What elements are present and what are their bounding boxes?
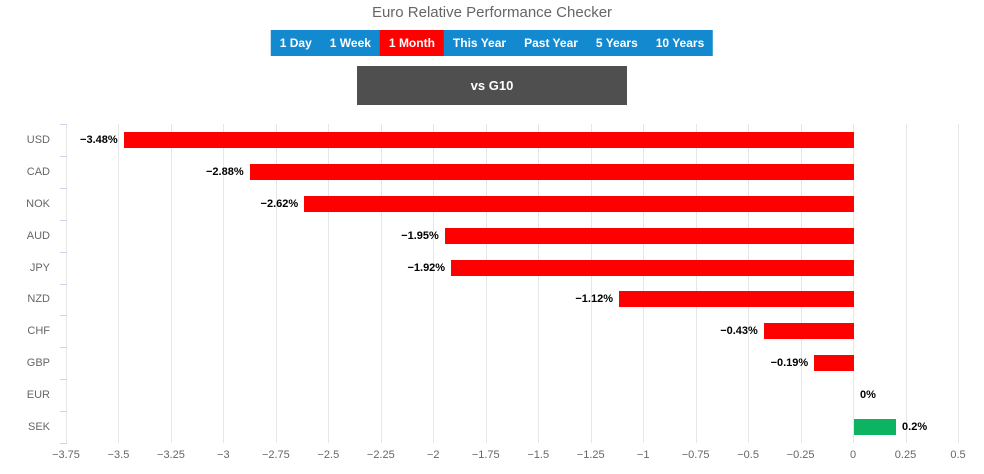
x-axis-tick-label: −0.25 [786,449,815,461]
y-axis-tick [60,220,67,221]
x-gridline [380,124,382,443]
y-axis-category-label: SEK [27,421,50,434]
x-gridline [905,124,907,443]
y-axis-tick [60,443,67,444]
x-axis-tick-label: −3.75 [52,449,80,461]
x-gridline [958,124,959,443]
bar-value-label: −2.88% [205,165,244,178]
y-axis-category-label: JPY [29,261,50,274]
y-axis-category-label: NOK [26,197,50,210]
x-gridline [170,124,172,443]
y-axis-tick [60,411,67,412]
x-gridline [223,124,225,443]
x-axis-tick-label: 0.25 [894,449,917,461]
y-axis-category-label: GBP [26,357,50,370]
bar-cad[interactable] [249,163,855,180]
y-axis-category-labels: USD CAD NOK AUD JPY NZD CHF GBP EUR SEK [0,124,50,443]
x-axis-tick-label: −3 [217,449,230,461]
tab-past-year[interactable]: Past Year [524,36,578,50]
bar-value-label: −1.12% [575,293,613,306]
bar-value-label: −0.43% [720,325,758,338]
x-axis-tick-label: −3.25 [157,449,185,461]
x-gridline [748,124,750,443]
x-axis-tick-label: −1.5 [527,449,550,461]
tab-1-week[interactable]: 1 Week [329,36,371,50]
x-axis-labels: −3.75 −3.5 −3.25 −3 −2.75 −2.5 −2.25 −2 −1.75 −1.… [52,449,966,465]
y-axis-category-label: USD [26,133,50,146]
y-axis-tick [60,188,67,189]
x-axis-tick-label: −2.75 [261,449,290,461]
x-axis-tick-label: −0.5 [737,449,759,461]
bar-nok[interactable] [304,195,855,212]
x-axis-tick-label: −2.25 [366,449,395,461]
x-gridline [433,124,435,443]
x-gridline [853,124,855,443]
x-gridline [118,124,120,443]
bar-sek[interactable] [854,419,897,436]
bar-value-label: −1.95% [401,229,439,242]
x-axis-tick-label: −1 [636,449,650,461]
bar-value-label: −0.19% [770,357,809,370]
y-axis-tick [60,124,67,125]
tab-1-month[interactable]: 1 Month [379,30,444,56]
x-gridline [485,124,487,443]
period-tab-bar: 1 Day 1 Week 1 Month This Year Past Year 5 Ye… [270,30,714,56]
x-gridline [590,124,592,443]
bar-value-label: −2.62% [260,197,299,210]
y-axis-category-label: CHF [27,325,50,338]
x-axis-tick-label: 0.5 [950,449,966,461]
x-axis-tick-label: 0 [849,449,857,461]
x-gridline [695,124,697,443]
bar-aud[interactable] [444,227,855,244]
bar-jpy[interactable] [451,259,855,276]
y-axis-tick [60,252,67,253]
bar-nzd[interactable] [618,291,855,308]
y-axis-tick [60,284,67,285]
tab-5-years[interactable]: 5 Years [595,36,638,50]
x-axis-tick-label: −3.5 [107,449,130,461]
bar-usd[interactable] [123,131,855,148]
plot-area: −3.48% −2.88% −2.62% −1.95% −1.92% −1.12% −0.4… [60,124,959,444]
x-gridline [328,124,330,443]
x-axis-tick-label: −0.75 [681,449,710,461]
bar-gbp[interactable] [814,355,855,372]
x-gridline [66,124,67,443]
tab-this-year[interactable]: This Year [452,36,507,50]
bar-value-label: −3.48% [80,133,118,146]
x-axis-tick-label: −2 [427,449,440,461]
tab-10-years[interactable]: 10 Years [655,36,705,50]
x-gridline [275,124,277,443]
y-axis-tick [60,315,67,316]
x-gridline [643,124,645,443]
x-gridline [800,124,802,443]
bar-value-label: 0% [860,389,876,402]
vs-g10-button[interactable]: vs G10 [357,66,627,105]
bar-value-label: −1.92% [407,261,446,274]
tab-1-day[interactable]: 1 Day [279,36,312,50]
x-axis-tick-label: −1.25 [576,449,605,461]
bar-chf[interactable] [763,323,855,340]
y-axis-tick [60,156,67,157]
y-axis-tick [60,347,67,348]
y-axis-category-label: EUR [26,389,50,402]
x-axis-tick-label: −2.5 [317,449,340,461]
y-axis-category-label: AUD [26,229,50,242]
y-axis-category-label: CAD [26,165,50,178]
chart-title: Euro Relative Performance Checker [371,4,613,21]
y-axis-tick [60,379,67,380]
y-axis-category-label: NZD [27,293,50,306]
bar-value-label: 0.2% [902,421,928,434]
x-gridline [538,124,540,443]
x-axis-tick-label: −1.75 [471,449,500,461]
